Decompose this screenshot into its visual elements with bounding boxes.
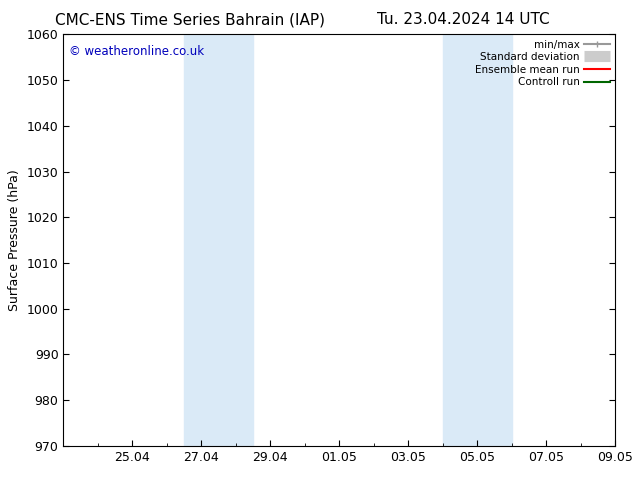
- Text: CMC-ENS Time Series Bahrain (IAP): CMC-ENS Time Series Bahrain (IAP): [55, 12, 325, 27]
- Bar: [184, 34, 253, 446]
- Y-axis label: Surface Pressure (hPa): Surface Pressure (hPa): [8, 169, 21, 311]
- Legend: min/max, Standard deviation, Ensemble mean run, Controll run: min/max, Standard deviation, Ensemble me…: [472, 36, 613, 91]
- Text: Tu. 23.04.2024 14 UTC: Tu. 23.04.2024 14 UTC: [377, 12, 549, 27]
- Bar: [443, 34, 512, 446]
- Text: © weatheronline.co.uk: © weatheronline.co.uk: [69, 45, 204, 58]
